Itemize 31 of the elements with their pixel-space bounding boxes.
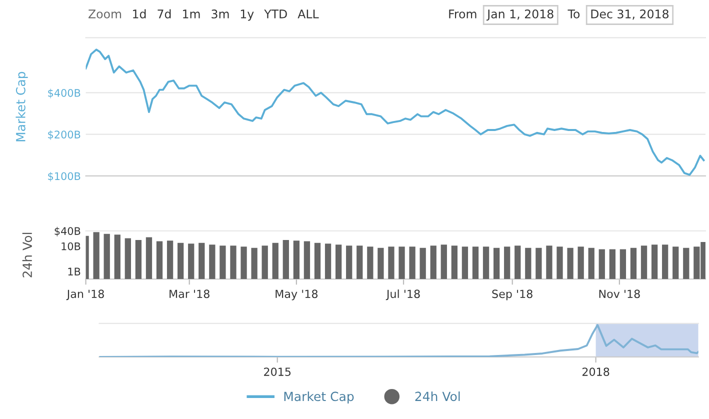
text: To (568, 10, 580, 18)
x-tick-label: 2018 (582, 368, 610, 376)
x-tick-label: Mar '18 (170, 290, 210, 298)
text: ALL (298, 10, 319, 18)
y-tick-label: $200B (48, 130, 80, 140)
text: 1d (133, 9, 146, 18)
x-tick-label: Jul '18 (386, 289, 420, 300)
text: From (449, 10, 476, 18)
text: 3m (212, 9, 229, 18)
x-tick-label: Sep '18 (492, 290, 532, 300)
text: 1m (183, 10, 200, 18)
x-tick-label: May '18 (276, 290, 318, 300)
x-tick-label: Nov '18 (599, 290, 640, 298)
x-tick-label: 2015 (264, 368, 291, 376)
legend-label: Market Cap (284, 391, 354, 404)
y-axis-title: Market Cap (16, 72, 28, 142)
text: Dec 31, 2018 (591, 9, 668, 20)
line-series (86, 48, 705, 176)
y-tick-label: 10B (62, 242, 80, 250)
y-tick-label: 1B (68, 268, 80, 276)
x-tick-label: Jan '18 (66, 290, 104, 300)
y-tick-label: $40B (54, 226, 80, 236)
text: Zoom (88, 10, 122, 18)
y-axis-title: 24h Vol (22, 232, 32, 278)
text: Jan 1, 2018 (486, 9, 554, 21)
legend-label: 24h Vol (415, 391, 460, 402)
text: 1y (240, 10, 254, 21)
y-tick-label: $400B (48, 88, 80, 98)
text: YTD (264, 10, 287, 18)
text: 7d (158, 9, 171, 18)
y-tick-label: $100B (48, 172, 80, 182)
